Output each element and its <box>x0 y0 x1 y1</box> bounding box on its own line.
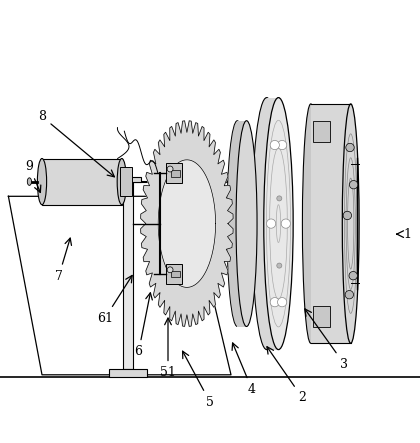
Bar <box>311 104 351 343</box>
Bar <box>166 264 182 284</box>
Bar <box>313 306 330 326</box>
Circle shape <box>349 272 357 280</box>
Circle shape <box>277 263 282 268</box>
Bar <box>171 170 180 177</box>
Circle shape <box>277 196 282 201</box>
Circle shape <box>167 166 173 172</box>
Circle shape <box>278 140 287 150</box>
Bar <box>166 163 182 183</box>
Ellipse shape <box>227 120 248 326</box>
Text: 8: 8 <box>38 110 114 177</box>
Text: 61: 61 <box>97 276 132 325</box>
Text: 6: 6 <box>134 293 152 358</box>
Circle shape <box>346 143 354 152</box>
Ellipse shape <box>117 159 126 205</box>
Polygon shape <box>158 160 215 288</box>
Text: 9: 9 <box>26 160 41 192</box>
Text: 5: 5 <box>183 351 214 408</box>
Ellipse shape <box>27 178 32 185</box>
Ellipse shape <box>264 97 293 350</box>
Ellipse shape <box>252 97 281 350</box>
Bar <box>120 167 132 196</box>
Circle shape <box>167 267 173 273</box>
Polygon shape <box>141 121 233 326</box>
Circle shape <box>270 140 279 150</box>
Ellipse shape <box>342 104 359 343</box>
Ellipse shape <box>37 159 47 205</box>
Bar <box>237 120 247 326</box>
Circle shape <box>343 211 352 220</box>
Text: 2: 2 <box>267 347 306 404</box>
Bar <box>171 271 180 277</box>
Circle shape <box>349 180 358 189</box>
Ellipse shape <box>302 104 319 343</box>
Circle shape <box>345 291 354 299</box>
Circle shape <box>267 219 276 228</box>
Bar <box>42 159 122 205</box>
Text: 7: 7 <box>55 238 71 283</box>
Text: 3: 3 <box>305 309 349 371</box>
Circle shape <box>270 298 279 307</box>
Bar <box>116 177 141 182</box>
Bar <box>267 97 278 350</box>
Bar <box>123 179 133 369</box>
Text: 4: 4 <box>232 343 256 396</box>
Ellipse shape <box>236 120 257 326</box>
Text: 51: 51 <box>160 318 176 379</box>
Bar <box>313 120 330 142</box>
Circle shape <box>281 219 291 228</box>
Text: 1: 1 <box>397 228 412 241</box>
Circle shape <box>278 298 287 307</box>
Bar <box>109 369 147 377</box>
